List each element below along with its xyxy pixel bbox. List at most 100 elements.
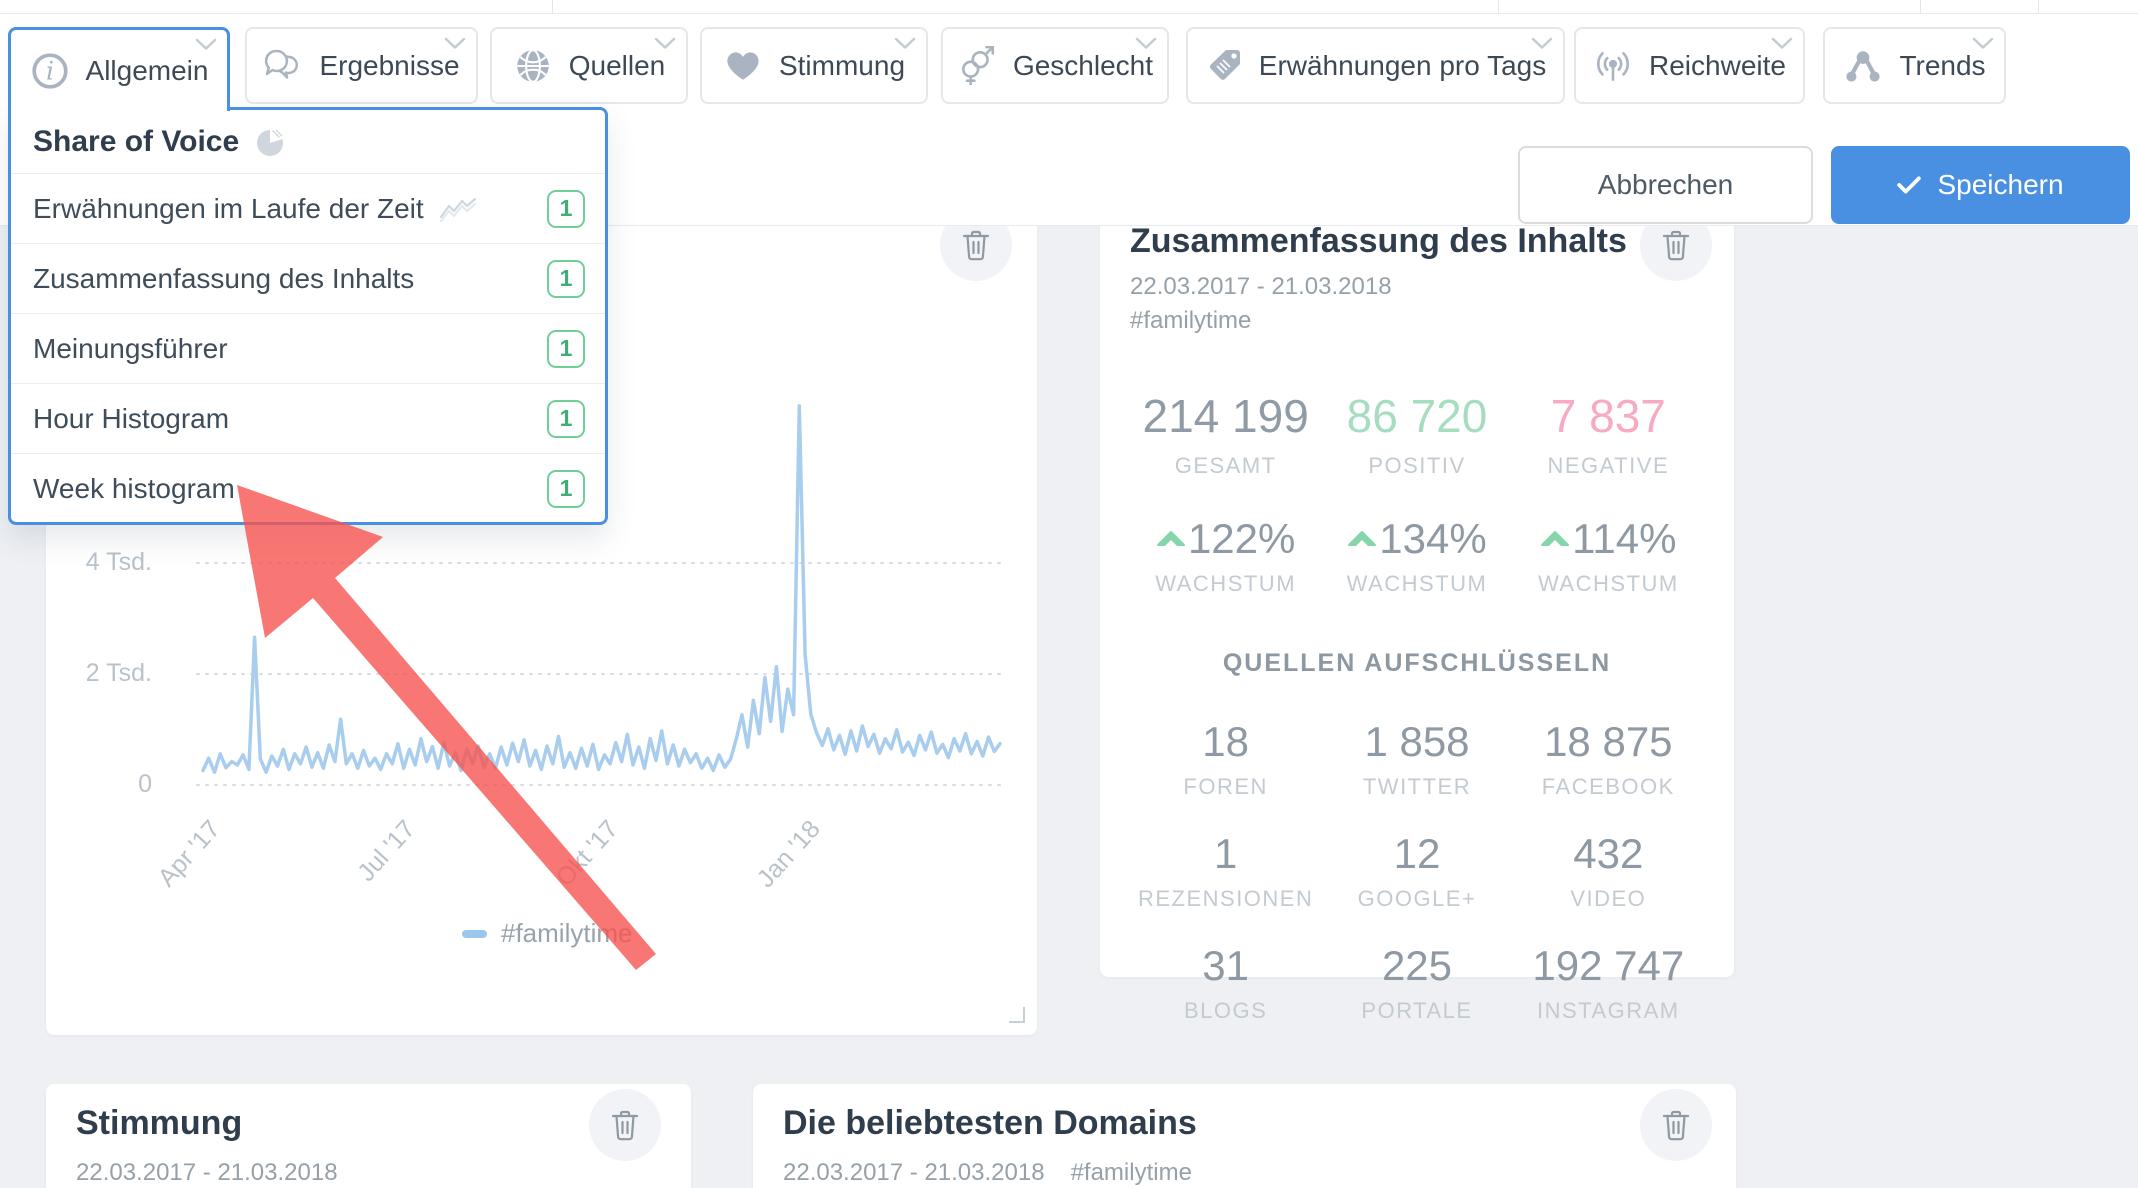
dropdown-item-meinungsfuehrer[interactable]: Meinungsführer 1 xyxy=(11,314,605,384)
gender-icon xyxy=(961,45,995,85)
dropdown-header-label: Share of Voice xyxy=(33,124,240,158)
card-hashtag: #familytime xyxy=(1070,1159,1192,1186)
source-label: REZENSIONEN xyxy=(1137,886,1314,911)
card-date-range: 22.03.2017 - 21.03.2018 xyxy=(783,1159,1045,1186)
sources-breakdown-header: QUELLEN AUFSCHLÜSSELN xyxy=(1222,649,1612,677)
stat-total: 214 199 GESAMT xyxy=(1130,389,1321,479)
dropdown-header-share-of-voice[interactable]: Share of Voice xyxy=(11,110,605,174)
delete-widget-button[interactable] xyxy=(589,1089,661,1161)
card-title: Zusammenfassung des Inhalts xyxy=(1130,225,1627,260)
source-value: 432 xyxy=(1573,830,1644,877)
source-portale: 225 PORTALE xyxy=(1321,942,1512,1024)
tab-label: Erwähnungen pro Tags xyxy=(1258,49,1547,81)
tab-quellen[interactable]: Quellen xyxy=(490,27,688,104)
tab-label: Ergebnisse xyxy=(319,49,460,81)
source-video: 432 VIDEO xyxy=(1513,830,1704,912)
svg-text:i: i xyxy=(45,56,53,85)
chevron-down-icon xyxy=(1531,37,1553,49)
stat-value: 86 720 xyxy=(1346,390,1488,442)
chevron-down-icon xyxy=(1771,37,1793,49)
tab-allgemein[interactable]: i Allgemein xyxy=(8,27,230,111)
source-label: TWITTER xyxy=(1362,774,1472,799)
tab-stimmung[interactable]: Stimmung xyxy=(700,27,928,104)
summary-stats: 214 199 GESAMT 86 720 POSITIV 7 837 NEGA… xyxy=(1130,389,1704,479)
trash-icon xyxy=(1662,230,1690,261)
dropdown-item-label: Zusammenfassung des Inhalts xyxy=(33,262,415,294)
top-strip-divider xyxy=(552,0,553,13)
chevron-down-icon xyxy=(1972,37,1994,49)
broadcast-icon xyxy=(1596,51,1630,81)
resize-handle[interactable] xyxy=(1009,1007,1025,1023)
dropdown-item-label: Meinungsführer xyxy=(33,332,228,364)
source-instagram: 192 747 INSTAGRAM xyxy=(1513,942,1704,1024)
content-summary-card: Zusammenfassung des Inhalts 22.03.2017 -… xyxy=(1100,225,1734,1023)
dropdown-item-label: Week histogram xyxy=(33,472,235,504)
growth-total: 122% WACHSTUM xyxy=(1130,515,1321,597)
growth-positive: 134% WACHSTUM xyxy=(1321,515,1512,597)
dropdown-item-zusammenfassung-des-inhalts[interactable]: Zusammenfassung des Inhalts 1 xyxy=(11,244,605,314)
legend-marker xyxy=(462,929,487,938)
chart-legend[interactable]: #familytime xyxy=(462,918,632,949)
source-value: 12 xyxy=(1393,830,1441,877)
chevron-down-icon xyxy=(894,37,916,49)
legend-label: #familytime xyxy=(501,918,633,948)
stat-value: 7 837 xyxy=(1550,390,1666,442)
tab-reichweite[interactable]: Reichweite xyxy=(1574,27,1805,104)
trash-icon xyxy=(962,230,990,261)
tab-erwaehnungen-pro-tags[interactable]: Erwähnungen pro Tags xyxy=(1186,27,1565,104)
globe-icon xyxy=(516,48,549,83)
card-title: Die beliebtesten Domains xyxy=(783,1104,1197,1142)
tag-icon xyxy=(1209,49,1240,80)
source-value: 1 xyxy=(1213,830,1238,877)
source-value: 18 xyxy=(1202,718,1250,765)
dropdown-item-week-histogram[interactable]: Week histogram 1 xyxy=(11,454,605,523)
tab-label: Quellen xyxy=(568,49,666,81)
growth-value: 114% xyxy=(1572,515,1677,562)
card-date-range: 22.03.2017 - 21.03.2018 xyxy=(1130,273,1392,300)
sources-breakdown: 18 FOREN 1 858 TWITTER 18 875 FACEBOOK 1… xyxy=(1130,718,1704,1024)
source-label: VIDEO xyxy=(1570,886,1647,911)
dropdown-item-hour-histogram[interactable]: Hour Histogram 1 xyxy=(11,384,605,454)
delete-widget-button[interactable] xyxy=(1640,1089,1712,1161)
stat-value: 214 199 xyxy=(1142,390,1309,442)
trash-icon xyxy=(611,1110,639,1141)
pie-chart-icon xyxy=(257,127,285,156)
top-domains-card: Die beliebtesten Domains 22.03.2017 - 21… xyxy=(753,1084,1736,1188)
tab-geschlecht[interactable]: Geschlecht xyxy=(941,27,1169,104)
chevron-down-icon xyxy=(195,38,217,50)
dropdown-item-erwaehnungen-im-laufe-der-zeit[interactable]: Erwähnungen im Laufe der Zeit 1 xyxy=(11,174,605,244)
chevron-down-icon xyxy=(654,37,676,49)
stat-positive: 86 720 POSITIV xyxy=(1321,389,1512,479)
chat-icon xyxy=(265,49,299,79)
delete-widget-button[interactable] xyxy=(1640,225,1712,281)
source-value: 31 xyxy=(1202,942,1250,989)
card-date-range: 22.03.2017 - 21.03.2018 xyxy=(76,1159,338,1186)
growth-stats: 122% WACHSTUM 134% WACHSTUM xyxy=(1130,515,1704,597)
tab-ergebnisse[interactable]: Ergebnisse xyxy=(245,27,478,104)
top-strip-divider xyxy=(1920,0,1921,13)
source-label: FOREN xyxy=(1183,774,1268,799)
top-strip xyxy=(0,0,2138,14)
source-googleplus: 12 GOOGLE+ xyxy=(1321,830,1512,912)
save-label: Speichern xyxy=(1937,169,2064,200)
stat-label: POSITIV xyxy=(1368,453,1466,478)
tab-label: Geschlecht xyxy=(1012,49,1154,81)
dropdown-item-label: Hour Histogram xyxy=(33,402,230,434)
save-button[interactable]: Speichern xyxy=(1831,146,2130,224)
source-label: FACEBOOK xyxy=(1541,774,1675,799)
source-label: PORTALE xyxy=(1361,998,1473,1023)
tab-label: Reichweite xyxy=(1649,49,1786,81)
source-foren: 18 FOREN xyxy=(1130,718,1321,800)
top-strip-divider xyxy=(2038,0,2039,13)
trash-icon xyxy=(1662,1110,1690,1141)
delete-widget-button[interactable] xyxy=(940,225,1012,281)
source-facebook: 18 875 FACEBOOK xyxy=(1513,718,1704,800)
cancel-button[interactable]: Abbrechen xyxy=(1518,146,1813,224)
source-label: GOOGLE+ xyxy=(1357,886,1477,911)
top-strip-divider xyxy=(1498,0,1499,13)
card-hashtag: #familytime xyxy=(1130,307,1252,334)
tab-trends[interactable]: Trends xyxy=(1823,27,2006,104)
info-icon: i xyxy=(31,52,68,89)
source-value: 18 875 xyxy=(1544,718,1673,765)
